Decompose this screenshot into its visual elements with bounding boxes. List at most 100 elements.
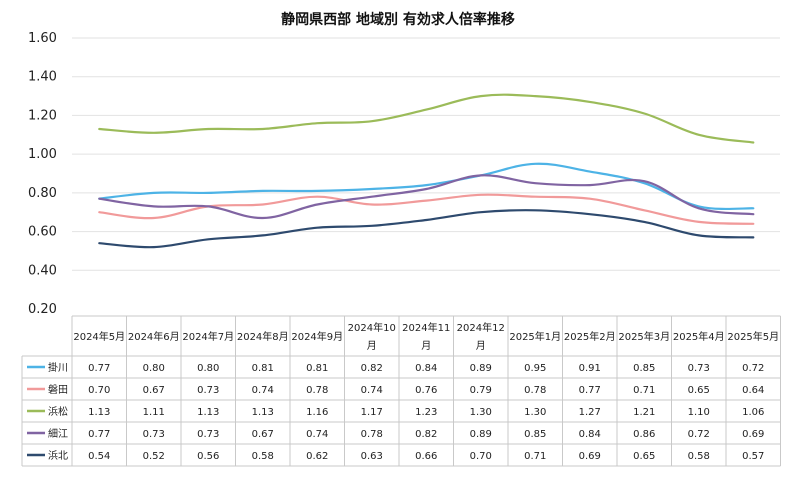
data-label: 0.74 <box>252 385 274 396</box>
data-label: 0.66 <box>415 451 437 462</box>
data-label: 0.74 <box>361 385 383 396</box>
x-tick-label: 2024年11 <box>402 321 450 334</box>
data-label: 0.63 <box>361 451 383 462</box>
data-label: 0.67 <box>143 385 165 396</box>
data-label: 1.13 <box>252 407 274 418</box>
y-tick-label: 0.20 <box>28 302 57 317</box>
data-label: 0.89 <box>470 363 492 374</box>
x-tick-label: 2025年1月 <box>509 330 561 343</box>
data-label: 0.72 <box>742 363 764 374</box>
data-label: 0.80 <box>143 363 165 374</box>
data-label: 0.57 <box>742 451 764 462</box>
y-tick-label: 0.40 <box>28 263 57 278</box>
data-label: 0.80 <box>197 363 219 374</box>
series-line-0 <box>98 162 755 211</box>
series-lines <box>98 93 755 249</box>
x-tick-label: 2024年10 <box>348 321 396 334</box>
x-tick-label-line2: 月 <box>476 340 486 352</box>
data-label: 0.81 <box>252 363 274 374</box>
data-label: 0.77 <box>88 429 110 440</box>
x-tick-label: 2024年7月 <box>182 330 234 343</box>
data-label: 0.54 <box>88 451 110 462</box>
y-tick-label: 1.00 <box>28 147 57 162</box>
x-tick-label: 2024年6月 <box>128 330 180 343</box>
data-label: 0.86 <box>633 429 655 440</box>
data-label: 1.13 <box>197 407 219 418</box>
data-label: 0.89 <box>470 429 492 440</box>
data-label: 1.16 <box>306 407 328 418</box>
data-label: 1.21 <box>633 407 655 418</box>
data-label: 0.70 <box>88 385 110 396</box>
data-label: 0.76 <box>415 385 437 396</box>
data-table: 2024年5月 2024年6月 2024年7月 2024年8月 2024年9月 2024年… <box>21 315 781 467</box>
data-label: 0.73 <box>688 363 710 374</box>
data-label: 0.82 <box>361 363 383 374</box>
data-label: 0.65 <box>688 385 710 396</box>
data-label: 0.78 <box>361 429 383 440</box>
legend-label: 磐田 <box>48 383 68 396</box>
x-tick-label: 2025年2月 <box>564 330 616 343</box>
data-label: 1.13 <box>88 407 110 418</box>
x-tick-label: 2024年8月 <box>237 330 289 343</box>
data-label: 0.78 <box>306 385 328 396</box>
data-label: 0.65 <box>633 451 655 462</box>
grid <box>72 37 780 271</box>
data-label: 0.79 <box>470 385 492 396</box>
data-label: 0.58 <box>252 451 274 462</box>
y-axis: 1.60 1.40 1.20 1.00 0.80 0.60 0.40 0.20 <box>28 31 57 317</box>
legend-label: 細江 <box>48 427 68 440</box>
data-label: 0.69 <box>579 451 601 462</box>
data-label: 0.56 <box>197 451 219 462</box>
y-tick-label: 1.40 <box>28 70 57 85</box>
data-label: 1.10 <box>688 407 710 418</box>
y-tick-label: 1.20 <box>28 108 57 123</box>
data-label: 0.73 <box>143 429 165 440</box>
y-tick-label: 0.60 <box>28 225 57 240</box>
data-label: 0.85 <box>524 429 546 440</box>
data-label: 0.84 <box>415 363 437 374</box>
x-tick-label: 2024年9月 <box>291 330 343 343</box>
data-label: 0.70 <box>470 451 492 462</box>
series-line-2 <box>98 93 755 144</box>
x-tick-label: 2025年4月 <box>673 330 725 343</box>
data-label: 0.85 <box>633 363 655 374</box>
data-label: 0.62 <box>306 451 328 462</box>
data-label: 1.30 <box>524 407 546 418</box>
x-tick-label-line2: 月 <box>367 340 377 352</box>
x-tick-label: 2025年3月 <box>618 330 670 343</box>
x-tick-label-line2: 月 <box>421 340 431 352</box>
data-label: 0.73 <box>197 429 219 440</box>
x-tick-label: 2025年5月 <box>727 330 779 343</box>
data-label: 0.77 <box>579 385 601 396</box>
data-label: 1.27 <box>579 407 601 418</box>
data-label: 0.74 <box>306 429 328 440</box>
data-label: 0.58 <box>688 451 710 462</box>
data-label: 0.73 <box>197 385 219 396</box>
data-label: 0.52 <box>143 451 165 462</box>
legend-label: 掛川 <box>48 361 68 374</box>
data-label: 0.64 <box>742 385 764 396</box>
data-label: 0.82 <box>415 429 437 440</box>
data-label: 0.72 <box>688 429 710 440</box>
data-label: 0.69 <box>742 429 764 440</box>
data-label: 0.81 <box>306 363 328 374</box>
x-tick-label: 2024年12 <box>457 321 505 334</box>
data-label: 0.71 <box>633 385 655 396</box>
data-label: 0.95 <box>524 363 546 374</box>
y-tick-label: 0.80 <box>28 186 57 201</box>
data-label: 0.77 <box>88 363 110 374</box>
data-label: 0.67 <box>252 429 274 440</box>
legend-label: 浜北 <box>48 450 68 462</box>
x-tick-label: 2024年5月 <box>73 330 125 343</box>
data-label: 0.84 <box>579 429 601 440</box>
data-label: 1.23 <box>415 407 437 418</box>
data-label: 0.91 <box>579 363 601 374</box>
data-label: 0.78 <box>524 385 546 396</box>
data-label: 1.11 <box>143 407 165 418</box>
legend-label: 浜松 <box>48 405 68 418</box>
series-line-4 <box>98 209 755 249</box>
data-label: 0.71 <box>524 451 546 462</box>
chart-title: 静岡県西部 地域別 有効求人倍率推移 <box>281 11 515 28</box>
